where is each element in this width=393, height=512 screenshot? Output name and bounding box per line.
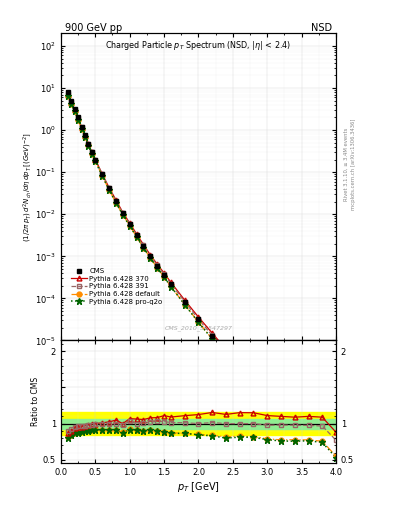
X-axis label: $p_T$ [GeV]: $p_T$ [GeV] [177, 480, 220, 494]
Bar [61, 418, 336, 429]
Text: CMS_2010_S8547297: CMS_2010_S8547297 [164, 326, 233, 331]
Legend: CMS, Pythia 6.428 370, Pythia 6.428 391, Pythia 6.428 default, Pythia 6.428 pro-: CMS, Pythia 6.428 370, Pythia 6.428 391,… [70, 267, 164, 306]
Y-axis label: $(1/2\pi\,p_T)\,d^2N_{ch}/d\eta\,dp_T\,[(GeV)^{-2}]$: $(1/2\pi\,p_T)\,d^2N_{ch}/d\eta\,dp_T\,[… [21, 132, 33, 242]
Text: mcplots.cern.ch [arXiv:1306.3436]: mcplots.cern.ch [arXiv:1306.3436] [351, 118, 356, 209]
Y-axis label: Ratio to CMS: Ratio to CMS [31, 377, 40, 426]
Text: 900 GeV pp: 900 GeV pp [65, 23, 122, 33]
Text: Rivet 3.1.10, ≥ 3.4M events: Rivet 3.1.10, ≥ 3.4M events [344, 127, 349, 201]
Text: NSD: NSD [311, 23, 332, 33]
Bar [61, 412, 336, 435]
Text: Charged Particle $p_T$ Spectrum (NSD, $|\eta|$ < 2.4): Charged Particle $p_T$ Spectrum (NSD, $|… [105, 39, 292, 52]
